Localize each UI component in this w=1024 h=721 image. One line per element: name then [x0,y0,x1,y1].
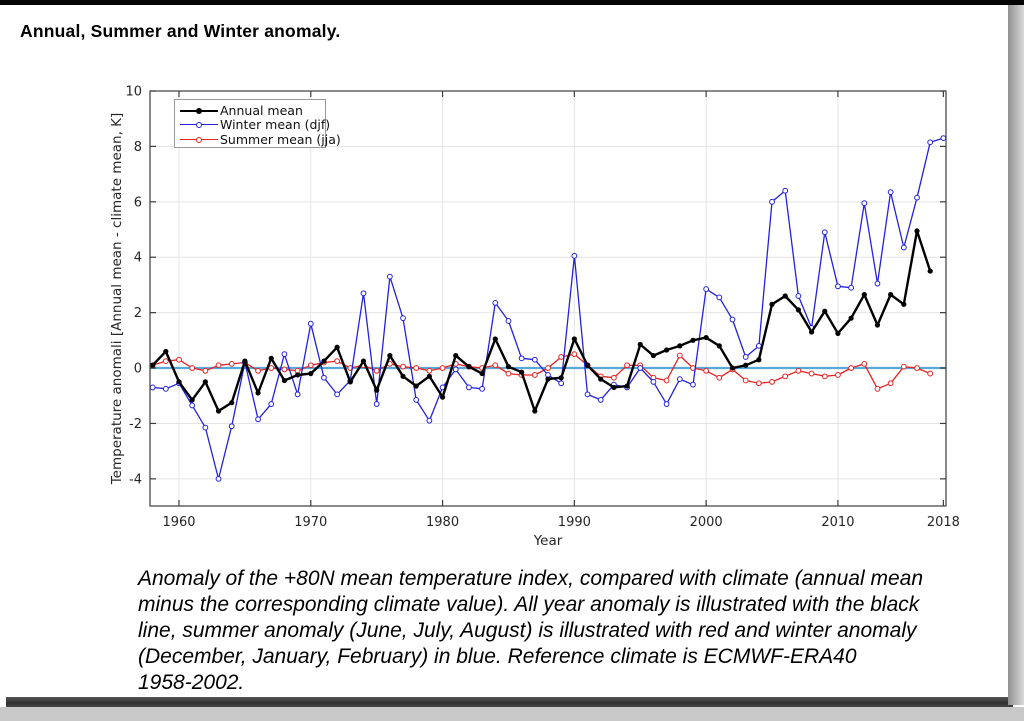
svg-text:2: 2 [134,306,142,321]
window-bottom-border [6,697,1013,707]
svg-text:Year: Year [533,533,563,549]
page-background-strip [0,707,1024,721]
window-top-bar [0,0,1024,5]
svg-text:-4: -4 [129,472,142,487]
svg-text:2018: 2018 [927,515,960,530]
svg-text:10: 10 [125,85,142,100]
svg-text:0: 0 [134,362,142,377]
caption-line: (December, January, February) in blue. R… [138,645,857,668]
caption-line: 1958-2002. [138,671,245,694]
anomaly-chart-canvas: 1960 1970 1980 1990 2000 2010 2018 -4 -2 0 2 4 6 8 10 Y… [109,85,960,550]
svg-text:2000: 2000 [690,515,723,530]
legend-entry-annual: Annual mean [180,103,325,118]
svg-text:Temperature anomali [Annual me: Temperature anomali [Annual mean - clima… [109,113,125,486]
page-title: Annual, Summer and Winter anomaly. [20,21,341,41]
legend-entry-summer: Summer mean (jja) [180,132,341,147]
legend-line-summer [180,135,218,144]
caption-line: minus the corresponding climate value). … [138,593,920,616]
svg-text:1970: 1970 [294,515,327,530]
svg-text:2010: 2010 [821,515,854,530]
legend-label-summer: Summer mean (jja) [220,131,341,147]
svg-text:6: 6 [134,195,142,210]
figure-caption: Anomaly of the +80N mean temperature ind… [138,566,1022,696]
caption-line: line, summer anomaly (June, July, August… [138,619,917,642]
legend-label-annual: Annual mean [220,102,303,118]
svg-text:4: 4 [134,251,142,266]
chart-legend: Annual mean Winter mean (djf) Summer mea… [174,99,341,148]
legend-entry-winter: Winter mean (djf) [180,117,330,132]
svg-text:-2: -2 [129,417,142,432]
svg-text:1960: 1960 [162,515,195,530]
legend-line-winter [180,120,218,129]
svg-text:1980: 1980 [426,515,459,530]
caption-line: Anomaly of the +80N mean temperature ind… [138,567,923,590]
svg-text:8: 8 [134,140,142,155]
open-circle-marker-icon [196,122,202,129]
filled-circle-marker-icon [196,107,202,114]
legend-label-winter: Winter mean (djf) [220,117,331,133]
anomaly-chart: 1960 1970 1980 1990 2000 2010 2018 -4 -2 0 2 4 6 8 10 Y… [109,85,960,550]
window-right-shadow [1008,5,1024,705]
open-circle-marker-icon [196,136,202,143]
legend-line-annual [180,106,218,115]
svg-text:1990: 1990 [558,515,591,530]
